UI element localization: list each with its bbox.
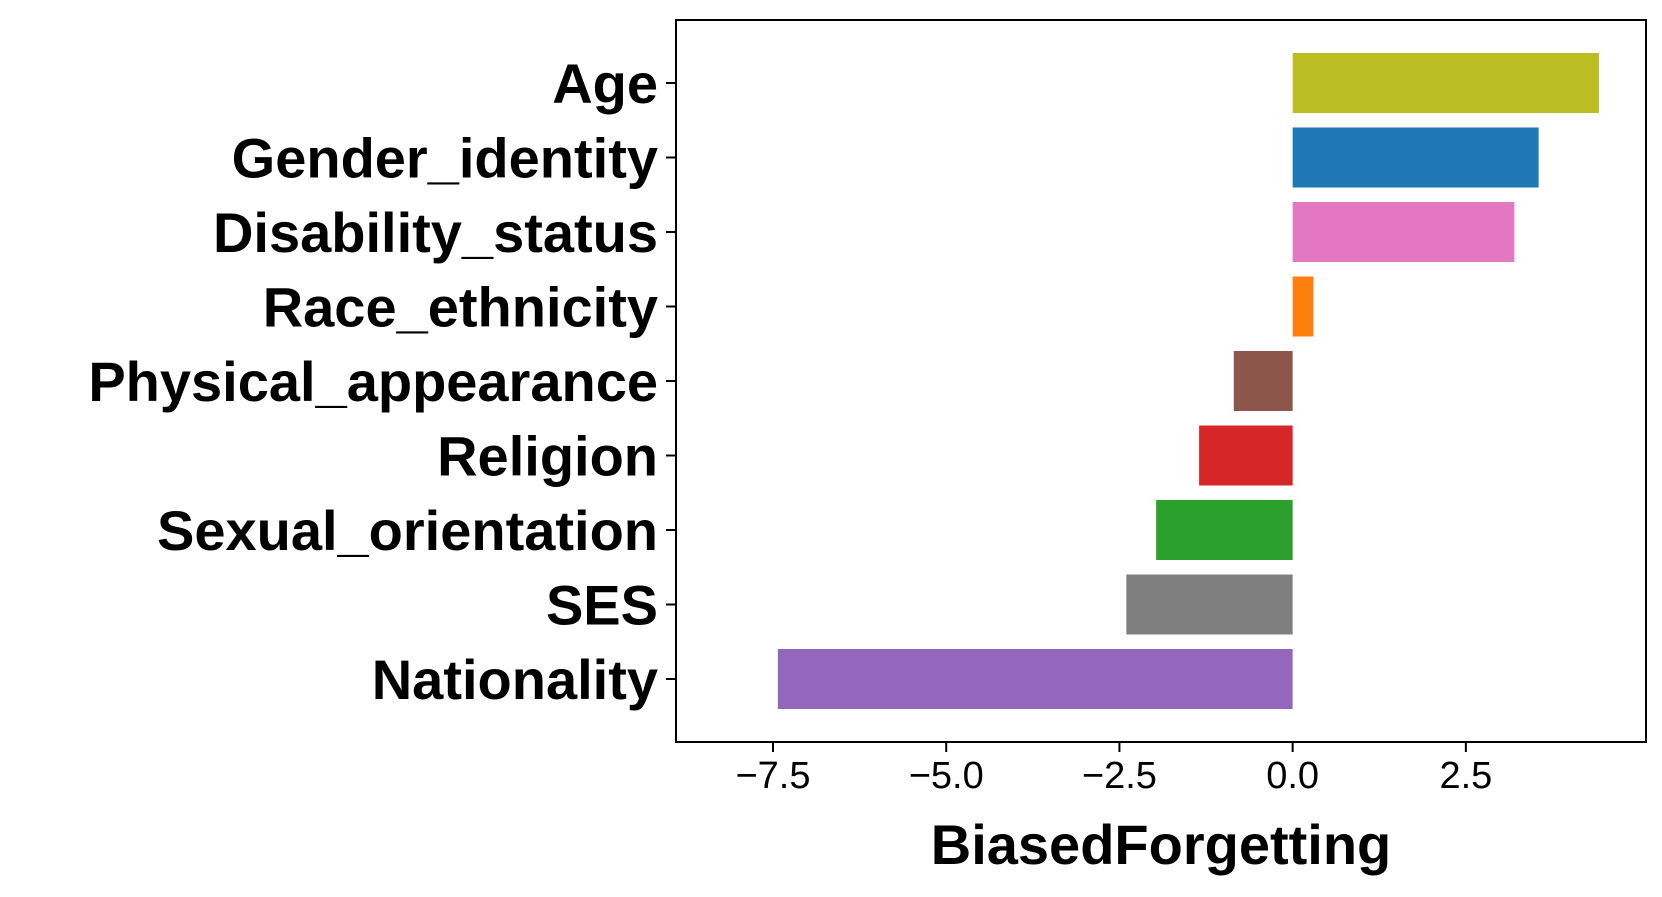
y-tick-label: Nationality [372,648,658,711]
y-tick-label: Race_ethnicity [263,276,658,339]
bar-religion [1199,425,1293,486]
bar-gender-identity [1292,127,1539,188]
bars-group [777,53,1599,709]
bar-sexual-orientation [1156,500,1293,560]
y-tick-label: Disability_status [213,201,658,264]
y-tick-label: SES [546,574,658,637]
y-tick-label: Religion [437,425,658,488]
bar-race-ethnicity [1292,276,1314,337]
x-tick-label: −2.5 [1082,755,1157,797]
bar-physical-appearance [1233,351,1293,411]
bar-nationality [777,649,1293,709]
bar-ses [1126,574,1293,635]
y-tick-label: Gender_identity [232,127,658,190]
y-tick-label: Physical_appearance [88,350,658,413]
y-tick-label: Age [552,52,658,115]
x-tick-label: 0.0 [1266,755,1319,797]
x-axis: −7.5 −5.0 −2.5 0.0 2.5 [735,742,1492,797]
x-tick-label: −5.0 [909,755,984,797]
plot-frame [675,19,1647,743]
x-tick-label: 2.5 [1439,755,1492,797]
y-tick-label: Sexual_orientation [157,499,658,562]
y-axis: Age Gender_identity Disability_status Race_… [88,52,676,711]
bar-age [1292,53,1599,113]
x-axis-title: BiasedForgetting [931,813,1391,876]
x-tick-label: −7.5 [735,755,810,797]
bar-disability-status [1292,202,1515,262]
